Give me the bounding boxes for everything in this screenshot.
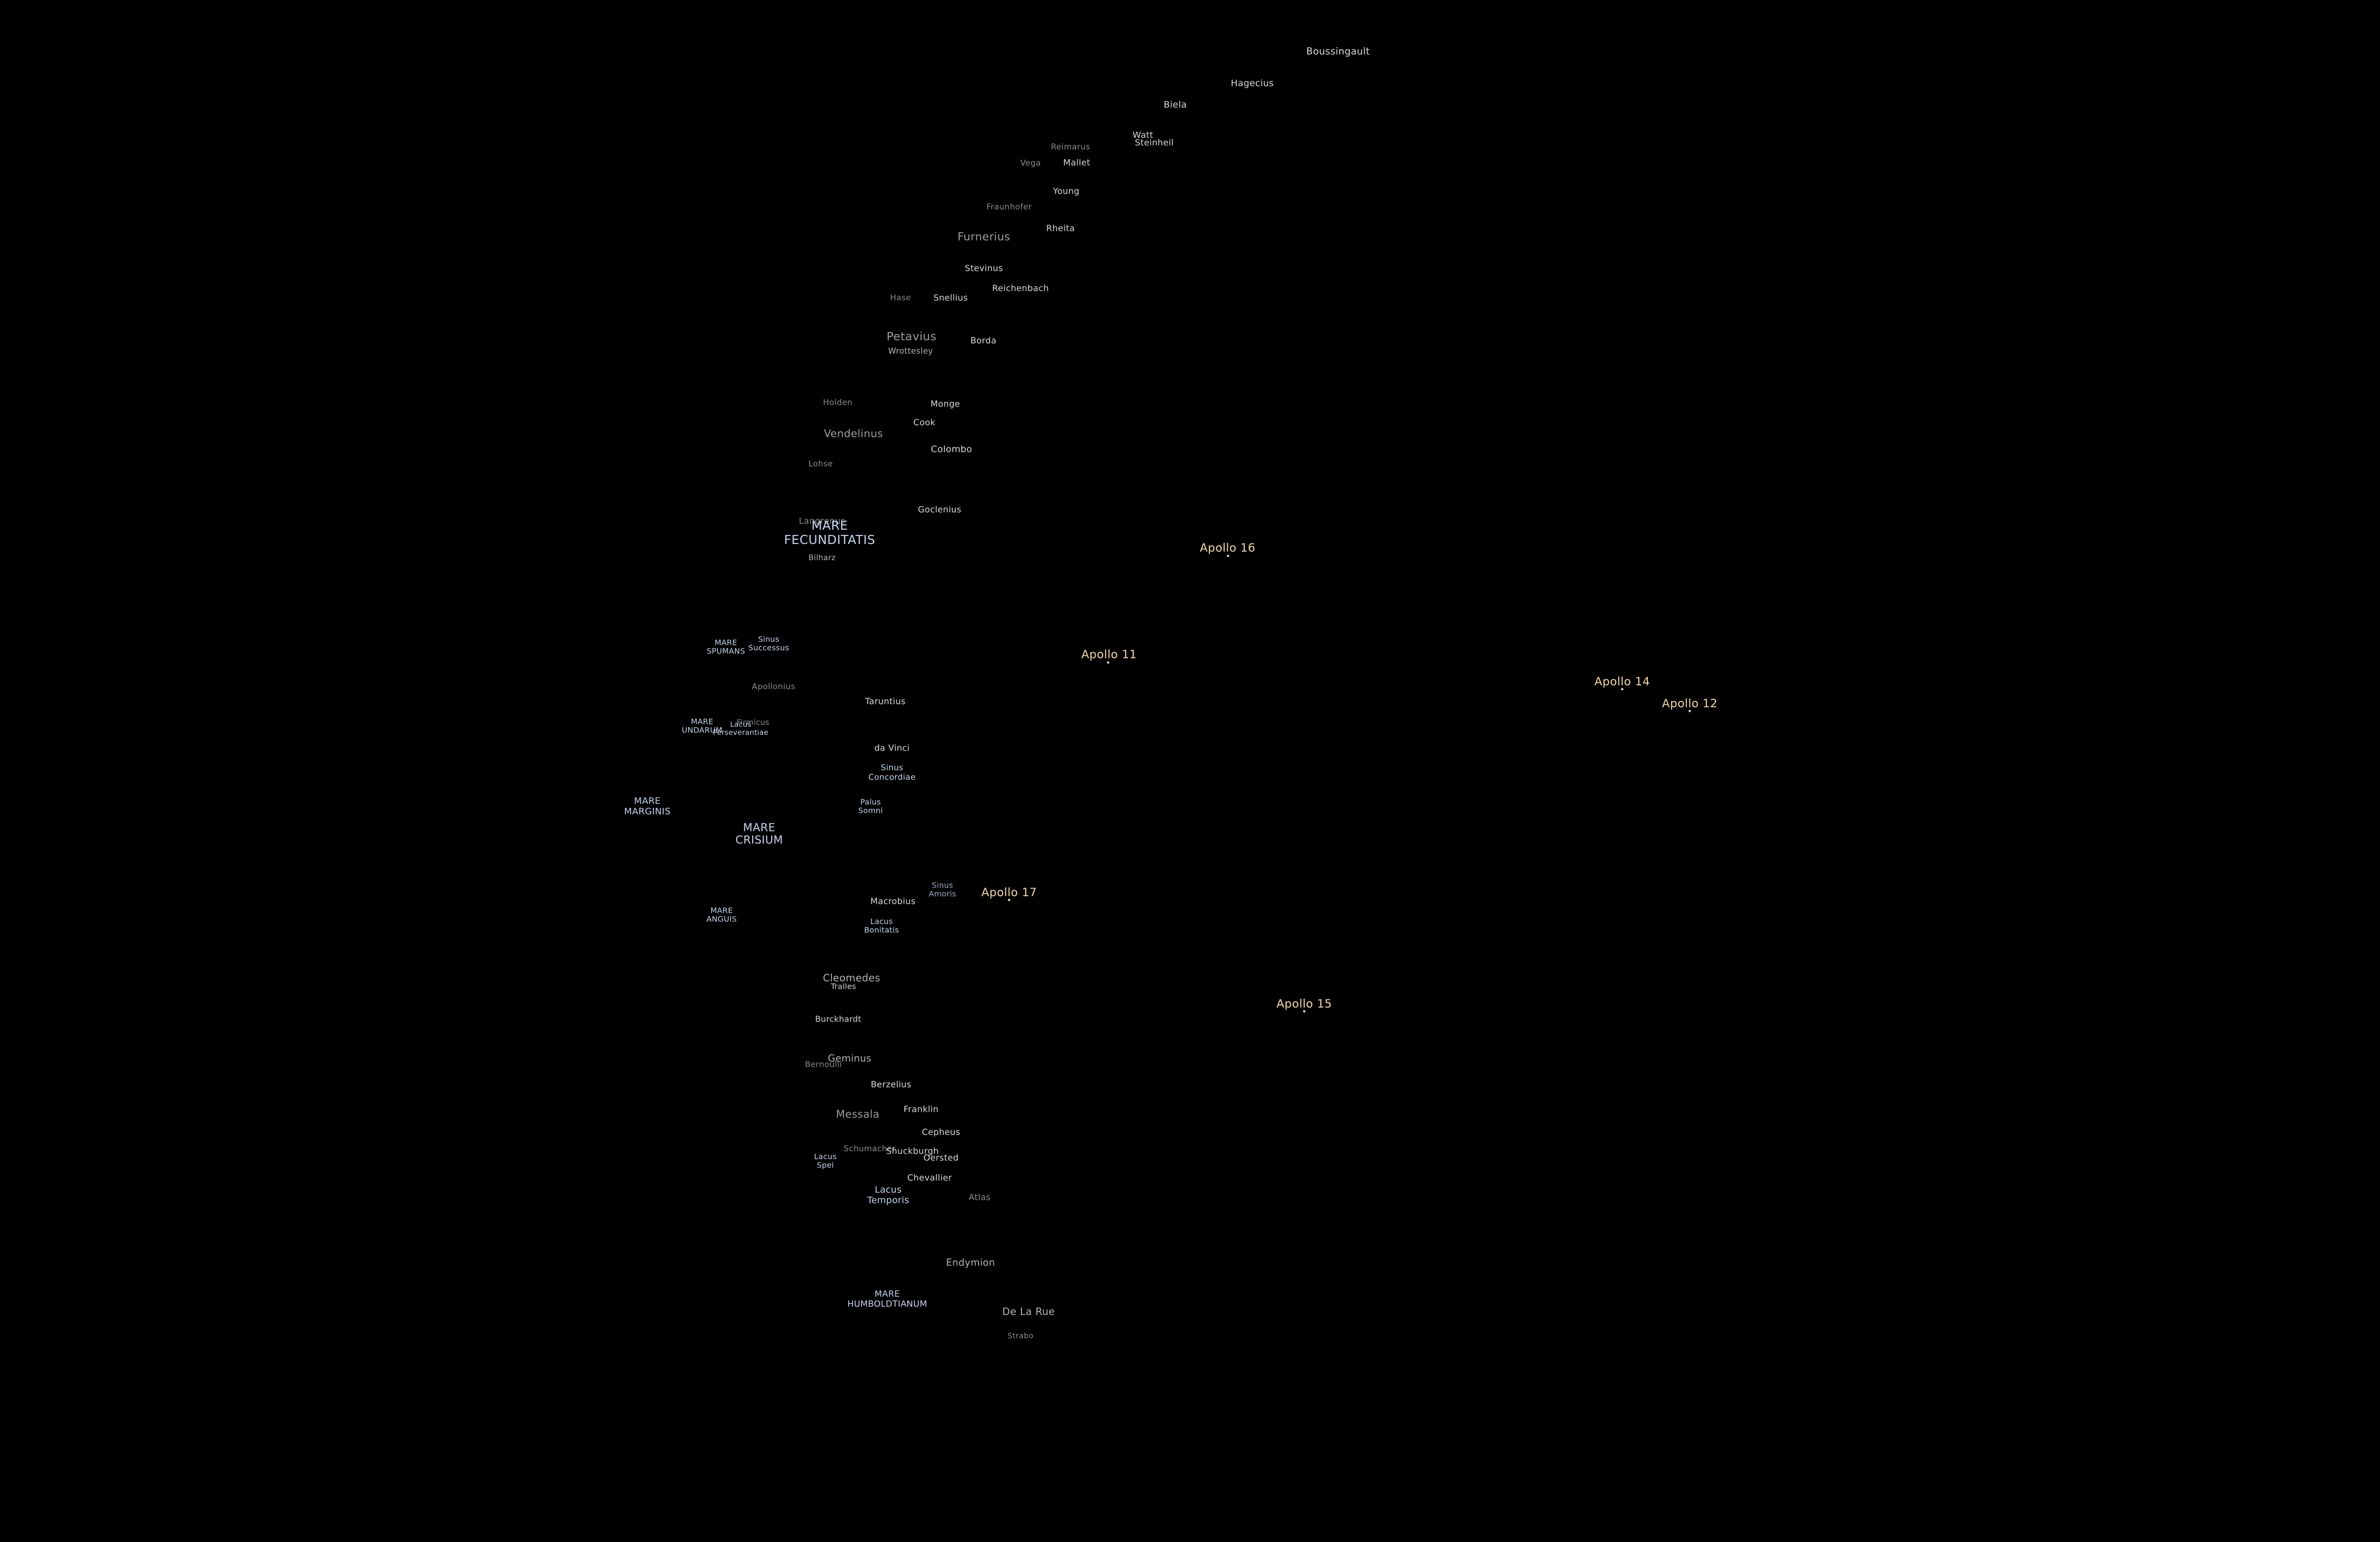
holden-label: Holden (823, 398, 853, 408)
lacus-bonitatis-label: Lacus Bonitatis (864, 917, 899, 935)
sinus-successus-label: Sinus Successus (748, 634, 789, 652)
palus-somni-label: Palus Somni (858, 797, 883, 815)
atlas-label: Atlas (968, 1192, 991, 1203)
apollo-17-site-marker-icon (1008, 899, 1011, 901)
colombo-label: Colombo (931, 444, 972, 455)
boussingault-label: Boussingault (1306, 45, 1370, 57)
borda-label: Borda (970, 336, 997, 346)
mare-anguis-label: MARE ANGUIS (706, 906, 737, 924)
lacus-temporis-label: Lacus Temporis (867, 1185, 910, 1206)
apollo-14-label: Apollo 14 (1594, 675, 1650, 689)
schumacher-label: Schumacher (843, 1144, 896, 1154)
geminus-label: Geminus (828, 1052, 872, 1064)
reichenbach-label: Reichenbach (992, 283, 1049, 294)
apollo-11-site-marker-icon (1107, 661, 1110, 664)
hase-label: Hase (890, 293, 911, 303)
macrobius-label: Macrobius (870, 896, 916, 907)
langrenus-label: Langrenus (799, 516, 845, 526)
rheita-label: Rheita (1046, 223, 1075, 234)
apollo-12-label: Apollo 12 (1662, 697, 1718, 711)
apollo-16-label: Apollo 16 (1200, 541, 1256, 555)
firmicus-label: Firmicus (736, 717, 770, 727)
oersted-label: Oersted (923, 1153, 959, 1163)
endymion-label: Endymion (946, 1256, 995, 1268)
apollo-16-site-marker-icon (1227, 554, 1230, 557)
mallet-label: Mallet (1063, 158, 1091, 168)
cook-label: Cook (913, 417, 936, 428)
sinus-amoris-label: Sinus Amoris (929, 880, 956, 899)
shuckburgh-label: Shuckburgh (886, 1146, 939, 1156)
cleomedes-label: Cleomedes (823, 972, 881, 984)
mare-fecunditatis-label: MARE FECUNDITATIS (784, 519, 875, 547)
cepheus-label: Cepheus (922, 1127, 961, 1137)
mare-crisium-label: MARE CRISIUM (735, 821, 783, 847)
watt-label: Watt (1132, 130, 1153, 140)
messala-label: Messala (836, 1108, 880, 1121)
apollonius-label: Apollonius (752, 682, 795, 692)
petavius-label: Petavius (886, 330, 937, 344)
stevinus-label: Stevinus (964, 263, 1003, 274)
mare-humboldtianum-label: MARE HUMBOLDTIANUM (847, 1289, 927, 1309)
strabo-label: Strabo (1007, 1331, 1034, 1340)
apollo-15-label: Apollo 15 (1276, 997, 1332, 1011)
de-la-rue-label: De La Rue (1002, 1305, 1055, 1317)
mare-undarum-label: MARE UNDARUM (682, 717, 723, 735)
fraunhofer-label: Fraunhofer (986, 202, 1032, 212)
lohse-label: Lohse (808, 459, 833, 469)
young-label: Young (1053, 186, 1080, 197)
tralles-label: Tralles (831, 981, 856, 991)
biela-label: Biela (1163, 99, 1187, 110)
lacus-spei-label: Lacus Spei (814, 1152, 837, 1170)
sinus-concordiae-label: Sinus Concordiae (868, 763, 916, 782)
steinheil-label: Steinheil (1135, 138, 1174, 148)
goclenius-label: Goclenius (918, 504, 962, 515)
da-vinci-label: da Vinci (874, 743, 910, 753)
apollo-15-site-marker-icon (1303, 1010, 1306, 1013)
reimarus-label: Reimarus (1051, 142, 1091, 152)
wrottesley-label: Wrottesley (888, 346, 933, 356)
mare-marginis-label: MARE MARGINIS (624, 796, 671, 817)
berzelius-label: Berzelius (871, 1079, 912, 1090)
monge-label: Monge (930, 399, 961, 409)
vendelinus-label: Vendelinus (823, 428, 883, 440)
lacus-perseverantiae-label: Lacus Perseverantiae (713, 720, 769, 737)
apollo-14-site-marker-icon (1621, 688, 1624, 691)
furnerius-label: Furnerius (957, 230, 1011, 243)
taruntius-label: Taruntius (865, 696, 906, 707)
vega-label: Vega (1020, 158, 1041, 168)
burckhardt-label: Burckhardt (815, 1015, 862, 1025)
hagecius-label: Hagecius (1230, 78, 1274, 89)
apollo-12-site-marker-icon (1688, 710, 1691, 712)
apollo-11-label: Apollo 11 (1081, 648, 1137, 662)
bernoulli-label: Bernoulli (805, 1060, 842, 1070)
apollo-17-label: Apollo 17 (981, 886, 1037, 900)
snellius-label: Snellius (933, 293, 968, 303)
bilharz-label: Bilharz (808, 553, 836, 562)
mare-spumans-label: MARE SPUMANS (706, 638, 745, 656)
chevallier-label: Chevallier (907, 1173, 952, 1183)
franklin-label: Franklin (903, 1104, 939, 1115)
